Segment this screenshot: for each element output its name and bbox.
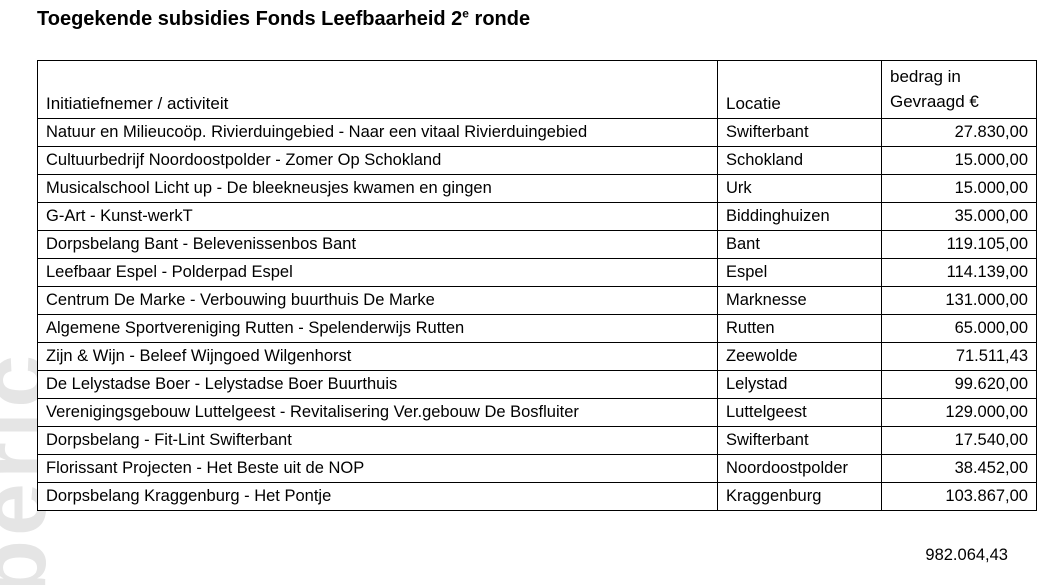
- location-cell: Biddinghuizen: [717, 202, 882, 231]
- table-row: Dorpsbelang - Fit-Lint Swifterbant Swift…: [37, 426, 1037, 455]
- initiative-cell: Musicalschool Licht up - De bleekneusjes…: [37, 174, 718, 203]
- column-header-amount-line2: Gevraagd €: [890, 92, 979, 111]
- initiative-cell: Verenigingsgebouw Luttelgeest - Revitali…: [37, 398, 718, 427]
- initiative-cell: Algemene Sportvereniging Rutten - Spelen…: [37, 314, 718, 343]
- location-cell: Swifterbant: [717, 426, 882, 455]
- amount-cell: 15.000,00: [881, 174, 1037, 203]
- page-title-suffix: ronde: [468, 8, 531, 30]
- amount-cell: 129.000,00: [881, 398, 1037, 427]
- initiative-cell: Leefbaar Espel - Polderpad Espel: [37, 258, 718, 287]
- location-cell: Lelystad: [717, 370, 882, 399]
- location-cell: Swifterbant: [717, 118, 882, 147]
- header-row: Initiatiefnemer / activiteit Locatie bed…: [37, 60, 1037, 119]
- initiative-cell: Florissant Projecten - Het Beste uit de …: [37, 454, 718, 483]
- amount-cell: 17.540,00: [881, 426, 1037, 455]
- initiative-cell: Zijn & Wijn - Beleef Wijngoed Wilgenhors…: [37, 342, 718, 371]
- table-row: De Lelystadse Boer - Lelystadse Boer Buu…: [37, 370, 1037, 399]
- amount-cell: 35.000,00: [881, 202, 1037, 231]
- amount-cell: 65.000,00: [881, 314, 1037, 343]
- initiative-cell: Centrum De Marke - Verbouwing buurthuis …: [37, 286, 718, 315]
- table-row: Centrum De Marke - Verbouwing buurthuis …: [37, 286, 1037, 315]
- page-title: Toegekende subsidies Fonds Leefbaarheid …: [37, 6, 531, 31]
- amount-cell: 15.000,00: [881, 146, 1037, 175]
- column-header-initiative: Initiatiefnemer / activiteit: [37, 60, 718, 119]
- location-cell: Zeewolde: [717, 342, 882, 371]
- amount-cell: 99.620,00: [881, 370, 1037, 399]
- table-row: Cultuurbedrijf Noordoostpolder - Zomer O…: [37, 146, 1037, 175]
- table-header: Initiatiefnemer / activiteit Locatie bed…: [37, 60, 1037, 119]
- table-row: Musicalschool Licht up - De bleekneusjes…: [37, 174, 1037, 203]
- amount-cell: 114.139,00: [881, 258, 1037, 287]
- initiative-cell: Dorpsbelang Kraggenburg - Het Pontje: [37, 482, 718, 511]
- amount-cell: 71.511,43: [881, 342, 1037, 371]
- location-cell: Kraggenburg: [717, 482, 882, 511]
- table-row: Zijn & Wijn - Beleef Wijngoed Wilgenhors…: [37, 342, 1037, 371]
- page-title-prefix: Toegekende subsidies Fonds Leefbaarheid …: [37, 8, 463, 30]
- table-row: G-Art - Kunst-werkT Biddinghuizen 35.000…: [37, 202, 1037, 231]
- table-row: Florissant Projecten - Het Beste uit de …: [37, 454, 1037, 483]
- amount-cell: 27.830,00: [881, 118, 1037, 147]
- location-cell: Rutten: [717, 314, 882, 343]
- column-header-amount: bedrag in Gevraagd €: [881, 60, 1037, 119]
- column-header-location: Locatie: [717, 60, 882, 119]
- total-amount: 982.064,43: [925, 546, 1008, 564]
- amount-cell: 103.867,00: [881, 482, 1037, 511]
- table-row: Natuur en Milieucoöp. Rivierduingebied -…: [37, 118, 1037, 147]
- page-title-superscript: e: [462, 6, 469, 21]
- location-cell: Urk: [717, 174, 882, 203]
- table-row: Verenigingsgebouw Luttelgeest - Revitali…: [37, 398, 1037, 427]
- amount-cell: 38.452,00: [881, 454, 1037, 483]
- initiative-cell: G-Art - Kunst-werkT: [37, 202, 718, 231]
- table-body: Natuur en Milieucoöp. Rivierduingebied -…: [37, 118, 1037, 511]
- table-row: Leefbaar Espel - Polderpad Espel Espel 1…: [37, 258, 1037, 287]
- subsidy-table: Initiatiefnemer / activiteit Locatie bed…: [37, 60, 1037, 511]
- table-row: Dorpsbelang Bant - Belevenissenbos Bant …: [37, 230, 1037, 259]
- amount-cell: 119.105,00: [881, 230, 1037, 259]
- initiative-cell: Natuur en Milieucoöp. Rivierduingebied -…: [37, 118, 718, 147]
- location-cell: Schokland: [717, 146, 882, 175]
- location-cell: Luttelgeest: [717, 398, 882, 427]
- table-row: Algemene Sportvereniging Rutten - Spelen…: [37, 314, 1037, 343]
- location-cell: Marknesse: [717, 286, 882, 315]
- location-cell: Bant: [717, 230, 882, 259]
- initiative-cell: De Lelystadse Boer - Lelystadse Boer Buu…: [37, 370, 718, 399]
- table-row: Dorpsbelang Kraggenburg - Het Pontje Kra…: [37, 482, 1037, 511]
- initiative-cell: Dorpsbelang - Fit-Lint Swifterbant: [37, 426, 718, 455]
- amount-cell: 131.000,00: [881, 286, 1037, 315]
- location-cell: Espel: [717, 258, 882, 287]
- column-header-amount-line1: bedrag in: [890, 67, 961, 86]
- initiative-cell: Cultuurbedrijf Noordoostpolder - Zomer O…: [37, 146, 718, 175]
- initiative-cell: Dorpsbelang Bant - Belevenissenbos Bant: [37, 230, 718, 259]
- location-cell: Noordoostpolder: [717, 454, 882, 483]
